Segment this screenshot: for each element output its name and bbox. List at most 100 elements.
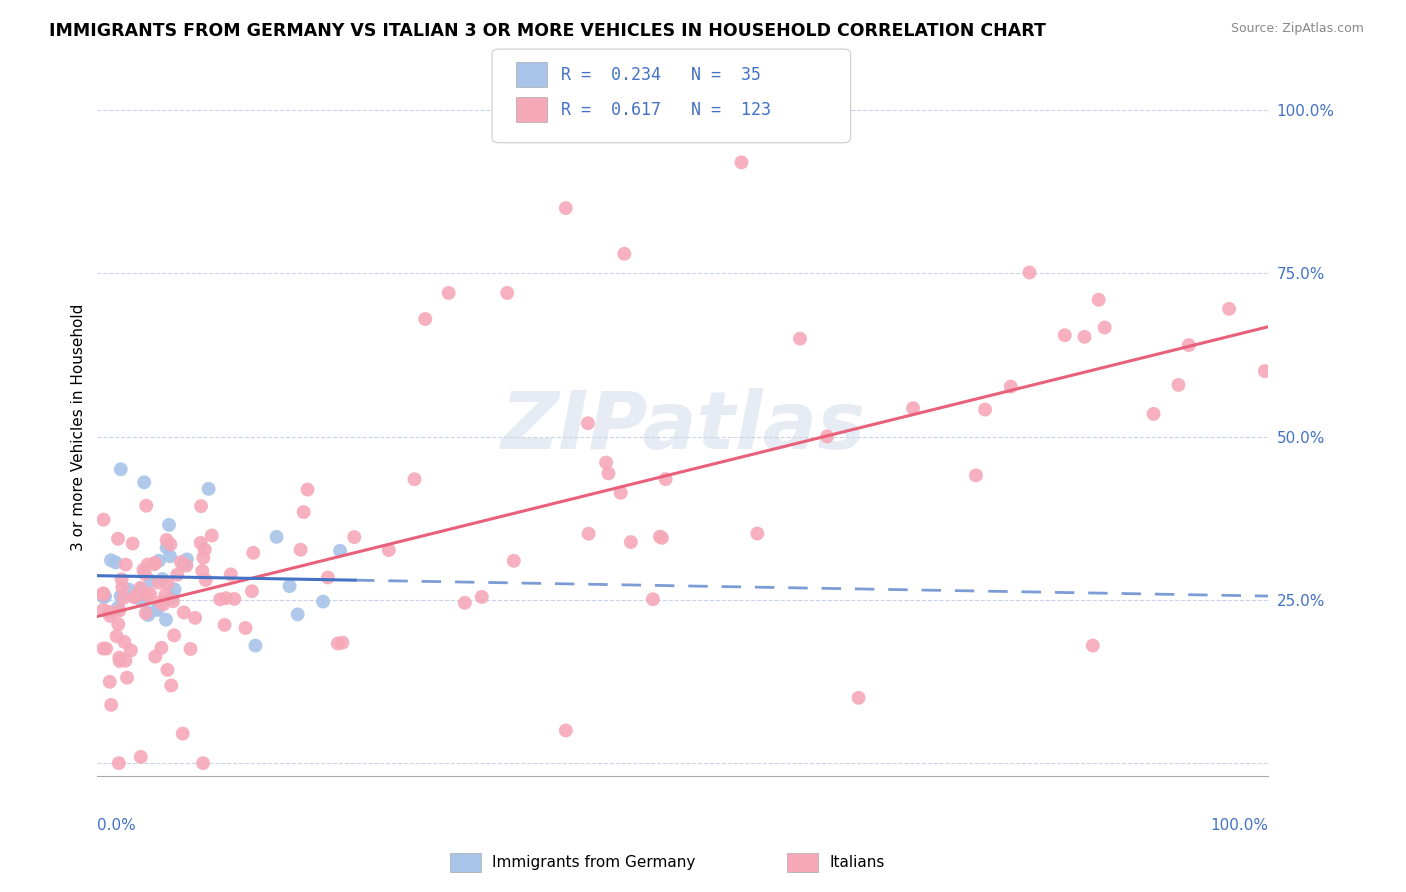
Point <box>118 582 141 597</box>
Point <box>148 554 170 568</box>
Text: ZIPatlas: ZIPatlas <box>501 388 865 466</box>
Point <box>160 678 183 692</box>
Text: R =  0.617   N =  123: R = 0.617 N = 123 <box>561 101 770 119</box>
Point <box>152 572 174 586</box>
Point <box>404 472 426 486</box>
Text: Italians: Italians <box>830 855 884 870</box>
Point <box>437 285 460 300</box>
Point <box>94 641 117 656</box>
Point <box>613 246 636 260</box>
Text: IMMIGRANTS FROM GERMANY VS ITALIAN 3 OR MORE VEHICLES IN HOUSEHOLD CORRELATION C: IMMIGRANTS FROM GERMANY VS ITALIAN 3 OR … <box>49 22 1046 40</box>
Point <box>163 582 186 597</box>
Point <box>110 589 132 603</box>
Point <box>1094 320 1116 334</box>
Point <box>155 541 177 555</box>
Point <box>184 611 207 625</box>
Point <box>134 475 156 490</box>
Point <box>1254 364 1277 378</box>
Point <box>91 603 114 617</box>
Point <box>190 499 212 513</box>
Point <box>104 556 127 570</box>
Point <box>136 589 159 603</box>
Point <box>1073 330 1095 344</box>
Point <box>148 575 170 590</box>
Point <box>136 606 159 620</box>
Point <box>193 550 215 565</box>
Point <box>316 570 339 584</box>
Point <box>93 590 115 604</box>
Point <box>326 636 349 650</box>
Point <box>191 756 214 771</box>
Point <box>1177 338 1199 352</box>
Point <box>170 555 193 569</box>
Point <box>332 635 354 649</box>
Point <box>245 639 267 653</box>
Point <box>160 591 183 605</box>
Point <box>136 608 159 623</box>
Point <box>173 558 195 572</box>
Point <box>136 589 159 603</box>
Point <box>179 642 201 657</box>
Point <box>125 590 148 604</box>
Point <box>266 530 288 544</box>
Text: 100.0%: 100.0% <box>1211 818 1268 833</box>
Point <box>502 554 524 568</box>
Point <box>648 530 671 544</box>
Point <box>114 558 136 572</box>
Point <box>215 591 238 606</box>
Point <box>595 456 617 470</box>
Point <box>112 591 135 605</box>
Point <box>197 482 219 496</box>
Point <box>290 542 312 557</box>
Point <box>651 531 673 545</box>
Point <box>105 629 128 643</box>
Point <box>107 600 129 615</box>
Point <box>471 590 494 604</box>
Point <box>107 532 129 546</box>
Point <box>143 556 166 570</box>
Point <box>136 558 159 572</box>
Point <box>848 690 870 705</box>
Point <box>343 530 366 544</box>
Point <box>110 572 132 586</box>
Point <box>554 201 576 215</box>
Point <box>110 462 132 476</box>
Point <box>93 513 115 527</box>
Point <box>224 591 246 606</box>
Point <box>166 567 188 582</box>
Point <box>172 726 194 740</box>
Point <box>454 596 477 610</box>
Point <box>1018 266 1040 280</box>
Point <box>108 650 131 665</box>
Point <box>815 429 838 443</box>
Point <box>242 546 264 560</box>
Point <box>162 594 184 608</box>
Point <box>190 536 212 550</box>
Point <box>214 618 236 632</box>
Point <box>155 588 177 602</box>
Point <box>159 537 181 551</box>
Point <box>789 332 811 346</box>
Point <box>329 543 352 558</box>
Point <box>378 543 401 558</box>
Point <box>98 605 121 619</box>
Point <box>122 591 145 605</box>
Point <box>155 613 177 627</box>
Point <box>107 617 129 632</box>
Point <box>173 606 195 620</box>
Point <box>134 566 156 581</box>
Point <box>235 621 257 635</box>
Point <box>146 603 169 617</box>
Y-axis label: 3 or more Vehicles in Household: 3 or more Vehicles in Household <box>72 303 86 550</box>
Point <box>139 574 162 588</box>
Point <box>129 750 152 764</box>
Point <box>129 581 152 595</box>
Point <box>135 499 157 513</box>
Point <box>176 552 198 566</box>
Point <box>157 517 180 532</box>
Point <box>121 536 143 550</box>
Point <box>91 641 114 656</box>
Text: R =  0.234   N =  35: R = 0.234 N = 35 <box>561 66 761 84</box>
Point <box>1000 379 1022 393</box>
Point <box>131 582 153 597</box>
